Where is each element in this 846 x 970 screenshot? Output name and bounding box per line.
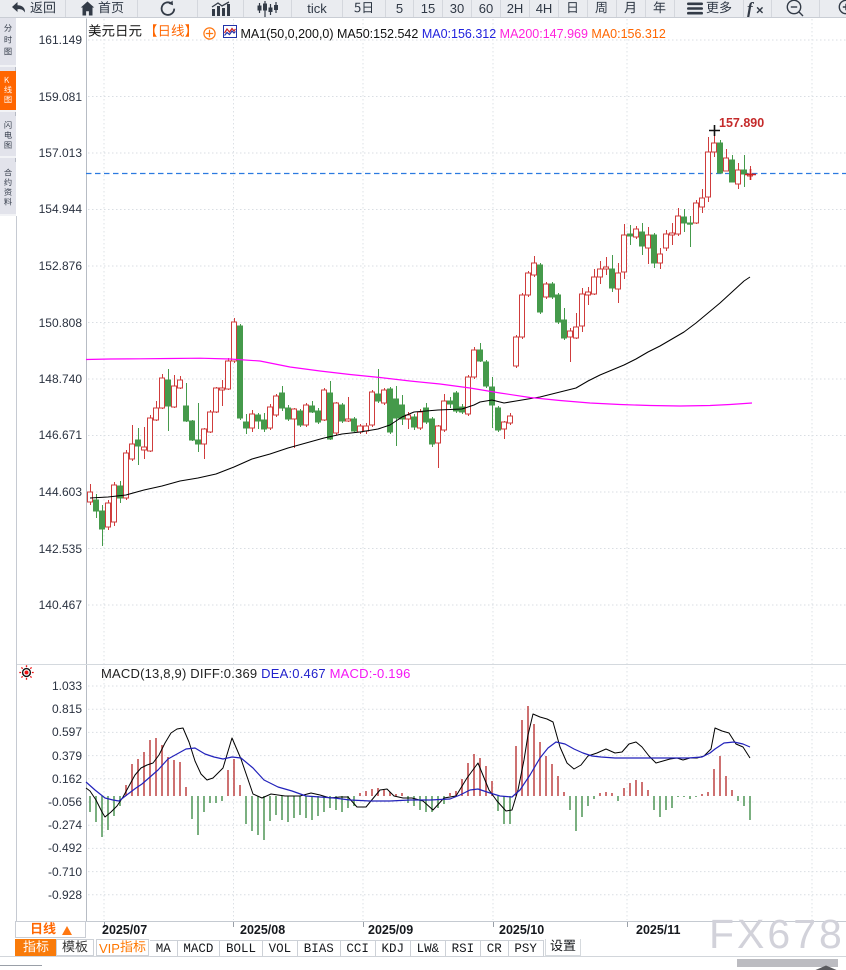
- svg-text:×: ×: [756, 3, 764, 18]
- svg-text:f: f: [747, 0, 755, 17]
